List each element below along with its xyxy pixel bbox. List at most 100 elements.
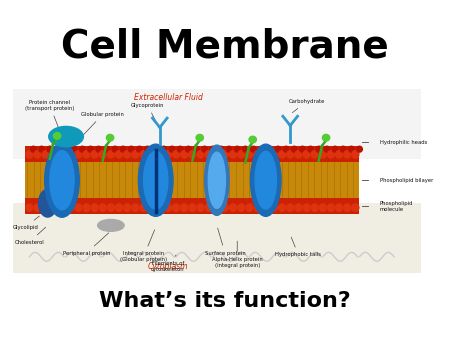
Ellipse shape	[295, 151, 302, 158]
Ellipse shape	[34, 151, 41, 158]
Ellipse shape	[197, 151, 204, 158]
Ellipse shape	[210, 146, 216, 152]
Ellipse shape	[259, 146, 265, 152]
Ellipse shape	[75, 151, 82, 158]
Ellipse shape	[262, 151, 269, 158]
Ellipse shape	[139, 144, 173, 216]
Ellipse shape	[58, 151, 65, 158]
Ellipse shape	[238, 204, 245, 211]
Ellipse shape	[284, 146, 289, 152]
Ellipse shape	[156, 151, 163, 158]
Ellipse shape	[99, 204, 106, 211]
Ellipse shape	[75, 204, 82, 211]
Ellipse shape	[320, 204, 326, 211]
Ellipse shape	[344, 151, 351, 158]
Ellipse shape	[67, 151, 74, 158]
Text: Glycolipid: Glycolipid	[12, 216, 40, 230]
Ellipse shape	[128, 146, 134, 152]
Ellipse shape	[287, 204, 294, 211]
Ellipse shape	[31, 146, 36, 152]
Ellipse shape	[230, 151, 237, 158]
Ellipse shape	[98, 219, 124, 231]
Ellipse shape	[246, 151, 253, 158]
Ellipse shape	[270, 151, 277, 158]
Ellipse shape	[205, 204, 212, 211]
Ellipse shape	[221, 151, 229, 158]
Text: Filaments of
cytoskeleton: Filaments of cytoskeleton	[151, 255, 185, 272]
Ellipse shape	[194, 146, 199, 152]
Text: Glycoprotein: Glycoprotein	[131, 103, 164, 127]
Ellipse shape	[173, 204, 180, 211]
Circle shape	[106, 135, 114, 141]
Ellipse shape	[42, 151, 49, 158]
Ellipse shape	[116, 151, 122, 158]
Ellipse shape	[254, 204, 261, 211]
Ellipse shape	[83, 204, 90, 211]
Ellipse shape	[255, 151, 276, 209]
Ellipse shape	[311, 151, 318, 158]
Ellipse shape	[91, 151, 98, 158]
Ellipse shape	[308, 146, 314, 152]
Ellipse shape	[50, 151, 74, 210]
Text: Alpha-Helix protein
(integral protein): Alpha-Helix protein (integral protein)	[212, 241, 263, 268]
Ellipse shape	[251, 146, 256, 152]
Ellipse shape	[352, 204, 359, 211]
Ellipse shape	[39, 189, 57, 217]
Ellipse shape	[324, 146, 330, 152]
Ellipse shape	[169, 146, 175, 152]
Text: Integral protein
(Globular protein): Integral protein (Globular protein)	[120, 230, 167, 262]
Ellipse shape	[292, 146, 297, 152]
Text: Peripheral protein: Peripheral protein	[63, 233, 110, 256]
Ellipse shape	[136, 146, 142, 152]
Ellipse shape	[251, 144, 281, 216]
Ellipse shape	[96, 146, 102, 152]
Ellipse shape	[116, 204, 122, 211]
Ellipse shape	[58, 204, 65, 211]
Ellipse shape	[205, 145, 229, 215]
Ellipse shape	[336, 151, 342, 158]
Ellipse shape	[336, 204, 342, 211]
Ellipse shape	[205, 151, 212, 158]
FancyBboxPatch shape	[25, 198, 360, 214]
Circle shape	[322, 135, 330, 141]
Ellipse shape	[189, 204, 196, 211]
FancyBboxPatch shape	[25, 146, 360, 163]
Ellipse shape	[50, 151, 57, 158]
Ellipse shape	[287, 151, 294, 158]
Text: Hydrophilic heads: Hydrophilic heads	[380, 140, 427, 145]
Ellipse shape	[124, 204, 130, 211]
Ellipse shape	[230, 204, 237, 211]
FancyBboxPatch shape	[13, 203, 421, 273]
Ellipse shape	[34, 204, 41, 211]
Ellipse shape	[185, 146, 191, 152]
Ellipse shape	[267, 146, 273, 152]
Ellipse shape	[344, 204, 351, 211]
Ellipse shape	[357, 146, 362, 152]
FancyBboxPatch shape	[25, 161, 360, 198]
Ellipse shape	[332, 146, 338, 152]
Ellipse shape	[145, 146, 150, 152]
Ellipse shape	[246, 204, 253, 211]
Ellipse shape	[47, 146, 53, 152]
Text: Cell Membrane: Cell Membrane	[61, 27, 389, 65]
Circle shape	[54, 132, 61, 139]
Ellipse shape	[226, 146, 232, 152]
Text: Surface protein: Surface protein	[205, 228, 245, 256]
Text: What’s its function?: What’s its function?	[99, 291, 351, 311]
Text: Protein channel
(transport protein): Protein channel (transport protein)	[25, 100, 74, 134]
Ellipse shape	[202, 146, 207, 152]
Ellipse shape	[80, 146, 85, 152]
Ellipse shape	[279, 204, 285, 211]
Ellipse shape	[108, 151, 114, 158]
Ellipse shape	[270, 204, 277, 211]
Text: Extracellular Fluid: Extracellular Fluid	[134, 93, 202, 102]
Ellipse shape	[181, 204, 188, 211]
Ellipse shape	[279, 151, 285, 158]
Ellipse shape	[213, 151, 220, 158]
Ellipse shape	[328, 151, 334, 158]
Ellipse shape	[140, 151, 147, 158]
Ellipse shape	[303, 151, 310, 158]
Ellipse shape	[63, 146, 69, 152]
Ellipse shape	[165, 151, 171, 158]
Text: Carbohydrate: Carbohydrate	[288, 99, 325, 113]
